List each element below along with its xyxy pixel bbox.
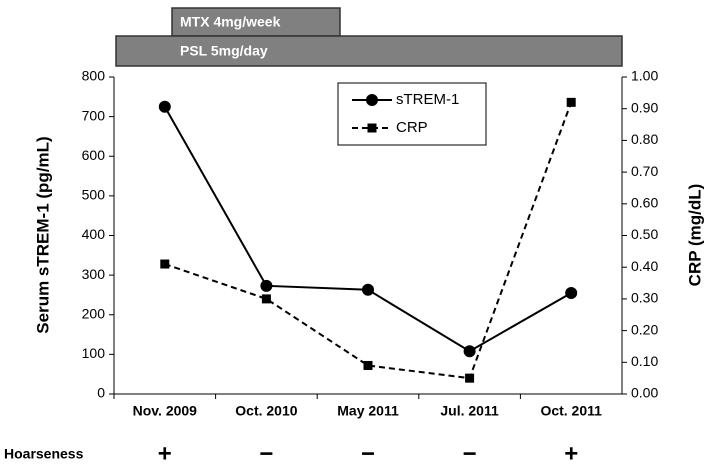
y2-axis-title: CRP (mg/dL) bbox=[685, 184, 704, 287]
hoarseness-mark: + bbox=[564, 440, 578, 467]
data-point bbox=[160, 259, 170, 269]
data-point bbox=[158, 100, 171, 113]
y2-tick-label: 0.40 bbox=[631, 258, 658, 274]
data-point bbox=[362, 283, 374, 296]
data-point bbox=[566, 97, 576, 107]
y-tick-label: 500 bbox=[82, 187, 106, 203]
treatment-bar bbox=[171, 7, 341, 37]
series-line bbox=[164, 102, 573, 380]
y-tick-label: 700 bbox=[82, 107, 106, 123]
hoarseness-mark: − bbox=[259, 440, 273, 467]
data-point bbox=[363, 360, 373, 370]
data-point bbox=[260, 279, 273, 292]
x-tick-label: Jul. 2011 bbox=[440, 403, 499, 419]
y-tick-label: 200 bbox=[82, 305, 106, 321]
y-tick-label: 0 bbox=[97, 385, 105, 401]
legend-marker bbox=[366, 94, 378, 106]
data-point bbox=[463, 345, 476, 358]
y2-tick-label: 0.50 bbox=[631, 226, 658, 242]
x-tick-label: Oct. 2010 bbox=[235, 403, 297, 419]
legend-box bbox=[337, 82, 487, 146]
data-point bbox=[261, 294, 271, 304]
data-point bbox=[565, 286, 578, 299]
y2-tick-label: 0.60 bbox=[631, 195, 658, 211]
y-tick-label: 100 bbox=[82, 345, 106, 361]
y-tick-label: 300 bbox=[82, 266, 106, 282]
y2-tick-label: 0.00 bbox=[631, 385, 658, 401]
row-label: Hoarseness bbox=[4, 446, 84, 462]
y-axis-title: Serum sTREM-1 (pg/mL) bbox=[33, 136, 52, 333]
y2-tick-label: 0.90 bbox=[631, 99, 658, 115]
treatment-label: MTX 4mg/week bbox=[180, 14, 281, 30]
hoarseness-mark: − bbox=[361, 440, 375, 467]
y2-tick-label: 1.00 bbox=[631, 68, 658, 84]
y2-tick-label: 0.10 bbox=[631, 353, 658, 369]
y-tick-label: 800 bbox=[82, 68, 106, 84]
y2-tick-label: 0.30 bbox=[631, 290, 658, 306]
y2-tick-label: 0.70 bbox=[631, 163, 658, 179]
hoarseness-mark: + bbox=[158, 440, 172, 467]
x-tick-label: Nov. 2009 bbox=[133, 403, 198, 419]
treatment-bar bbox=[115, 35, 623, 67]
x-tick-label: May 2011 bbox=[337, 403, 399, 419]
treatment-label: PSL 5mg/day bbox=[180, 43, 268, 59]
legend-label: CRP bbox=[396, 119, 428, 136]
x-tick-label: Oct. 2011 bbox=[540, 403, 602, 419]
y-tick-label: 600 bbox=[82, 147, 106, 163]
data-point bbox=[465, 373, 475, 383]
legend-label: sTREM-1 bbox=[396, 91, 459, 108]
y2-tick-label: 0.20 bbox=[631, 321, 658, 337]
y-tick-label: 400 bbox=[82, 226, 106, 242]
hoarseness-mark: − bbox=[463, 440, 477, 467]
y2-tick-label: 0.80 bbox=[631, 131, 658, 147]
legend-marker bbox=[367, 123, 377, 133]
